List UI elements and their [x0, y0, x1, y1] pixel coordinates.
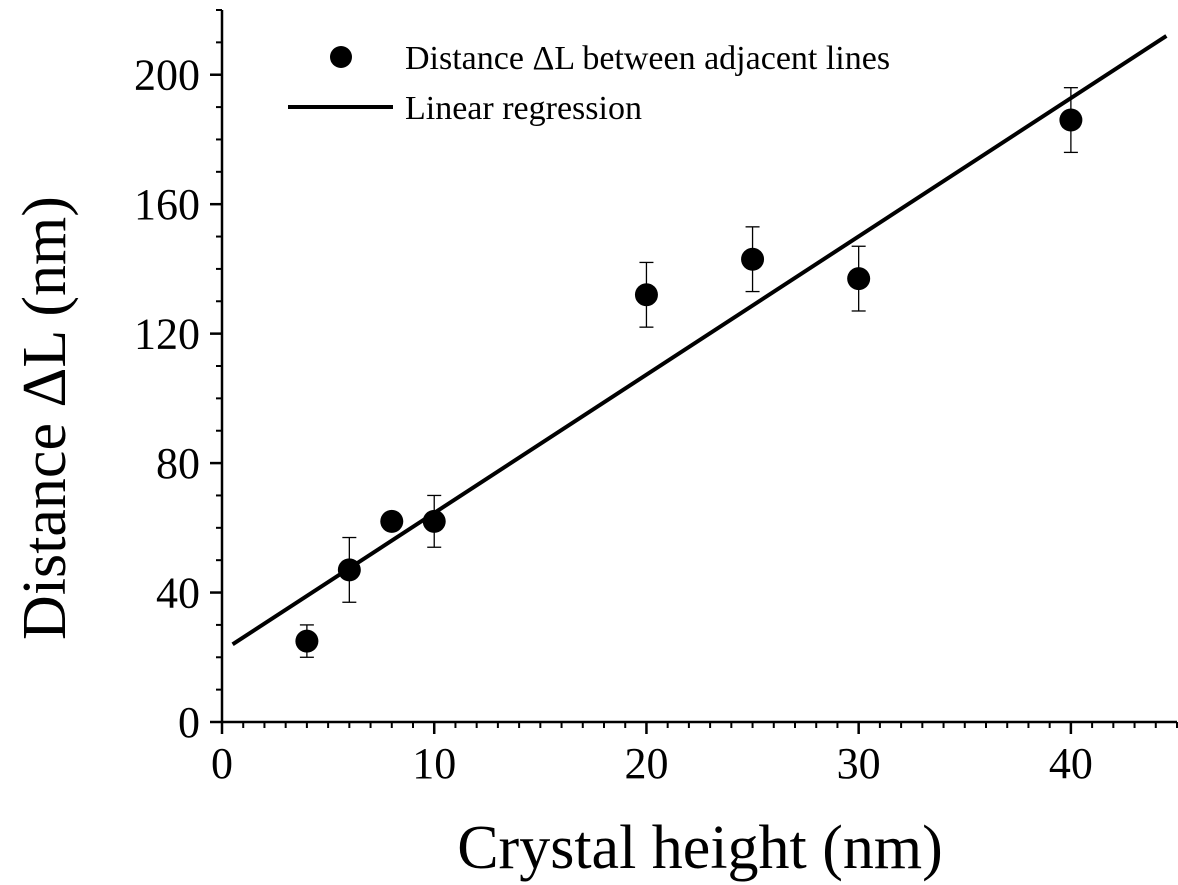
y-tick-label: 80 — [156, 439, 200, 488]
y-tick-label: 40 — [156, 569, 200, 618]
regression-line — [231, 34, 1168, 647]
data-point — [634, 283, 658, 307]
major-ticks — [210, 73, 1073, 734]
legend-marker-points — [330, 46, 352, 68]
x-tick-labels: 0 10 20 30 40 — [211, 739, 1093, 788]
plot-area — [231, 34, 1168, 658]
data-point — [847, 267, 871, 291]
data-point — [380, 509, 404, 533]
y-tick-labels: 0 40 80 120 160 200 — [134, 51, 200, 747]
y-tick-label: 0 — [178, 698, 200, 747]
x-tick-label: 40 — [1049, 739, 1093, 788]
x-tick-label: 10 — [412, 739, 456, 788]
y-tick-label: 120 — [134, 310, 200, 359]
data-point — [741, 247, 765, 271]
x-tick-label: 20 — [624, 739, 668, 788]
legend-label-line: Linear regression — [405, 90, 642, 127]
y-axis-title: Distance ΔL (nm) — [11, 196, 79, 640]
data-point — [295, 629, 319, 653]
x-axis-title: Crystal height (nm) — [457, 814, 943, 882]
y-tick-label: 160 — [134, 180, 200, 229]
legend: Distance ΔL between adjacent lines Linea… — [288, 40, 890, 127]
minor-ticks — [216, 9, 1178, 728]
legend-label-points: Distance ΔL between adjacent lines — [405, 40, 890, 77]
data-point — [1059, 108, 1083, 132]
x-tick-label: 0 — [211, 739, 233, 788]
data-point — [422, 509, 446, 533]
x-tick-label: 30 — [837, 739, 881, 788]
data-point — [337, 558, 361, 582]
y-tick-label: 200 — [134, 51, 200, 100]
